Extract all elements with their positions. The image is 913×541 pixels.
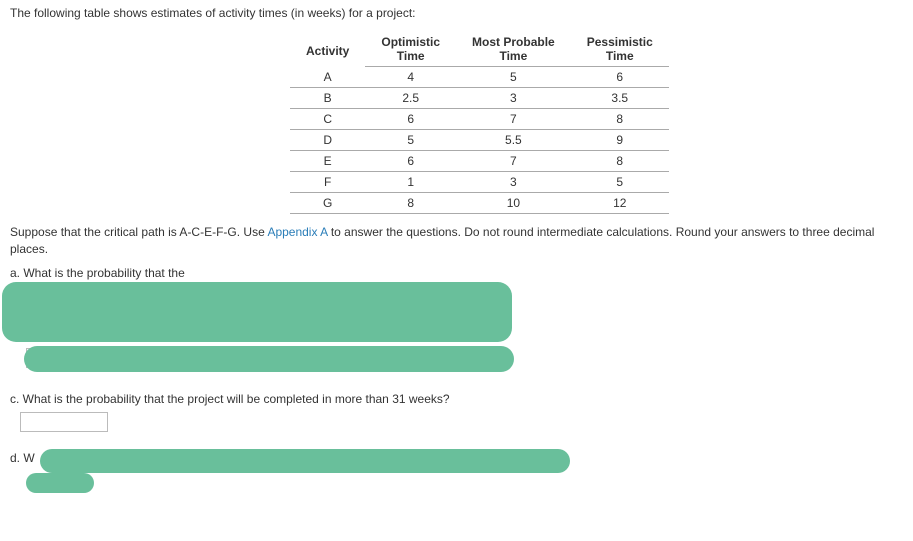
table-row: A 4 5 6 [290,67,669,88]
cell: 10 [456,193,571,214]
instruction-text: Suppose that the critical path is A-C-E-… [10,224,903,258]
cell: 5 [571,172,669,193]
cell: 5 [456,67,571,88]
appendix-link[interactable]: Appendix A [267,225,327,239]
col-pessimistic-top: Pessimistic [571,32,669,49]
cell: 2.5 [365,88,456,109]
cell: C [290,109,365,130]
col-optimistic-top: Optimistic [365,32,456,49]
col-mostprobable-top: Most Probable [456,32,571,49]
cell: 3.5 [571,88,669,109]
cell: 7 [456,109,571,130]
cell: B [290,88,365,109]
cell: 6 [365,151,456,172]
table-body: A 4 5 6 B 2.5 3 3.5 C 6 7 8 D 5 5.5 9 E … [290,67,669,214]
question-a-partial: a. What is the probability that the [10,266,903,280]
redaction-block [24,346,514,372]
question-c: c. What is the probability that the proj… [10,392,903,406]
cell: D [290,130,365,151]
col-pessimistic-bot: Time [571,49,669,67]
table-row: B 2.5 3 3.5 [290,88,669,109]
cell: 4 [365,67,456,88]
activity-table: Activity Optimistic Most Probable Pessim… [290,32,669,214]
cell: F [290,172,365,193]
question-d-label: d. W [10,451,35,465]
cell: 3 [456,172,571,193]
redaction-block [2,282,512,342]
redaction-block [40,449,570,473]
cell: 9 [571,130,669,151]
cell: A [290,67,365,88]
table-row: F 1 3 5 [290,172,669,193]
cell: 5 [365,130,456,151]
answer-input-c[interactable] [20,412,108,432]
cell: 12 [571,193,669,214]
cell: 3 [456,88,571,109]
table-row: C 6 7 8 [290,109,669,130]
table-row: D 5 5.5 9 [290,130,669,151]
table-row: G 8 10 12 [290,193,669,214]
cell: 5.5 [456,130,571,151]
cell: 8 [365,193,456,214]
cell: 8 [571,151,669,172]
cell: G [290,193,365,214]
cell: 7 [456,151,571,172]
col-activity: Activity [290,32,365,67]
col-mostprobable-bot: Time [456,49,571,67]
cell: 1 [365,172,456,193]
cell: 8 [571,109,669,130]
redaction-block [26,473,94,493]
cell: E [290,151,365,172]
table-row: E 6 7 8 [290,151,669,172]
col-optimistic-bot: Time [365,49,456,67]
instruction-pre: Suppose that the critical path is A-C-E-… [10,225,267,239]
cell: 6 [571,67,669,88]
intro-text: The following table shows estimates of a… [10,6,903,20]
cell: 6 [365,109,456,130]
